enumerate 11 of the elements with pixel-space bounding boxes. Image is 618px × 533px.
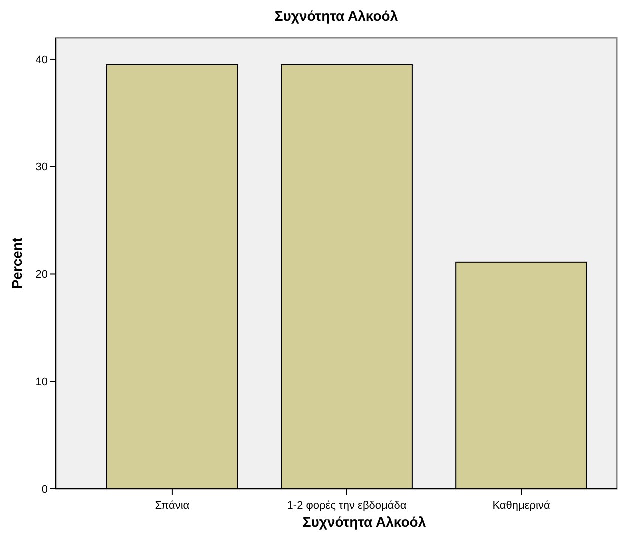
x-tick-label: Σπάνια	[155, 500, 190, 512]
x-tick-label: 1-2 φορές την εβδομάδα	[287, 500, 408, 512]
chart-title: Συχνότητα Αλκοόλ	[274, 8, 398, 24]
y-tick-label: 30	[36, 162, 48, 174]
x-tick-label: Καθημερινά	[492, 500, 551, 512]
y-tick-label: 0	[42, 484, 48, 496]
y-tick-label: 10	[36, 376, 48, 388]
y-tick-label: 40	[36, 54, 48, 66]
x-axis-title: Συχνότητα Αλκοόλ	[302, 514, 426, 530]
y-axis-title: Percent	[9, 237, 25, 290]
y-tick-label: 20	[36, 269, 48, 282]
